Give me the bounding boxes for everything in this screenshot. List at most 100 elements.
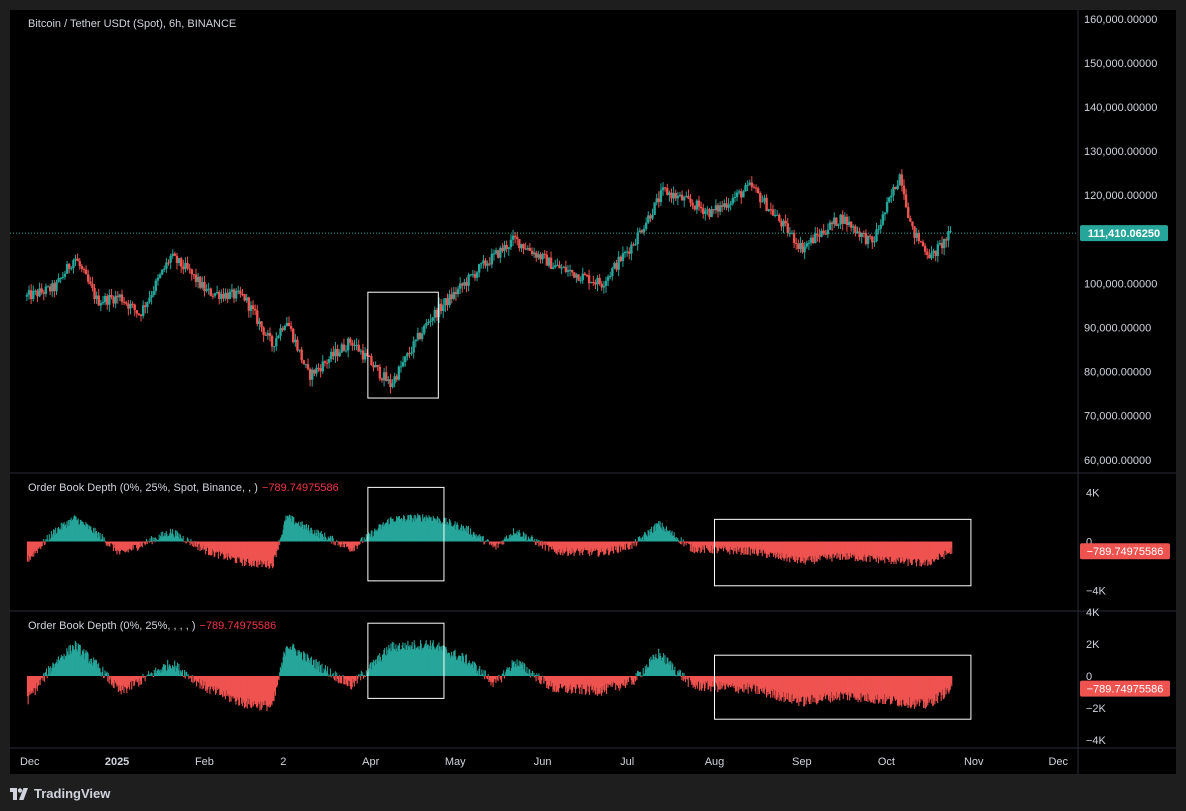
depth-2-bar (396, 648, 398, 676)
indicator-1-title[interactable]: Order Book Depth (0%, 25%, Spot, Binance… (28, 482, 339, 494)
depth-2-bar (148, 674, 150, 676)
depth-1-bar (564, 541, 566, 553)
depth-1-bar (186, 537, 188, 542)
depth-2-bar (384, 648, 386, 676)
depth-2-bar (51, 667, 53, 676)
depth-2-bar (278, 676, 280, 681)
depth-1-bar (315, 532, 317, 542)
price-candle (811, 237, 815, 244)
depth-2-bar (476, 673, 478, 676)
depth-1-bar (63, 522, 65, 542)
depth-2-bar (493, 676, 495, 682)
depth-2-bar (228, 676, 230, 695)
order-book-depth-pane-2[interactable] (26, 622, 972, 720)
price-candle (120, 294, 124, 302)
depth-2-bar (112, 676, 114, 688)
depth-1-bar (437, 517, 439, 542)
depth-2-bar (336, 672, 338, 676)
depth-2-bar (704, 676, 706, 689)
depth-2-bar (860, 676, 862, 703)
depth-2-bar (346, 676, 348, 684)
depth-2-bar (749, 676, 751, 684)
depth-2-bar (675, 675, 677, 676)
footer[interactable]: TradingView (10, 778, 110, 808)
depth-1-bar (809, 541, 811, 561)
depth-2-bar (784, 676, 786, 697)
symbol-title[interactable]: Bitcoin / Tether USDt (Spot), 6h, BINANC… (28, 18, 236, 30)
price-candle (856, 231, 859, 233)
depth-1-bar (343, 541, 345, 545)
depth-1-bar (565, 541, 567, 548)
depth-2-bar (184, 676, 186, 679)
depth-1-bar (877, 541, 879, 558)
depth-2-bar (64, 659, 66, 676)
annotation-rectangle[interactable] (367, 622, 445, 699)
annotation-rectangle[interactable] (713, 518, 972, 587)
depth-1-bar (403, 515, 405, 542)
depth-1-bar (621, 541, 623, 548)
depth-2-bar (133, 676, 135, 687)
depth-1-bar (949, 541, 951, 553)
depth-2-bar (573, 676, 575, 688)
depth-1-bar (781, 541, 783, 554)
depth-1-bar (851, 541, 853, 558)
annotation-rectangle[interactable] (713, 654, 972, 720)
price-candle (429, 320, 432, 322)
depth-1-bar (160, 532, 162, 542)
price-candle (740, 191, 743, 198)
price-pane[interactable] (10, 169, 1078, 399)
price-candle (444, 298, 447, 306)
depth-1-bar (513, 534, 515, 542)
depth-1-bar (182, 535, 184, 542)
depth-1-bar (485, 539, 487, 542)
depth-1-bar (905, 541, 907, 560)
depth-2-bar (871, 676, 873, 703)
depth-1-bar (448, 523, 450, 542)
depth-2-bar (575, 676, 577, 689)
depth-1-bar (763, 541, 765, 554)
depth-1-bar (544, 541, 546, 544)
depth-1-bar (579, 541, 581, 556)
depth-2-bar (181, 671, 183, 676)
time-axis-tick-label: Aug (705, 756, 725, 768)
chart-svg[interactable]: 160,000.00000150,000.00000140,000.000001… (10, 10, 1176, 774)
depth-2-bar (285, 647, 287, 676)
depth-1-bar (224, 541, 226, 559)
depth-1-bar (513, 528, 515, 542)
price-candle (807, 242, 811, 244)
depth-1-bar (680, 537, 682, 542)
depth-1-bar (45, 540, 48, 542)
depth-2-bar (641, 675, 643, 676)
depth-1-bar (656, 523, 658, 542)
annotation-rectangle[interactable] (367, 291, 439, 399)
depth-1-bar (100, 540, 102, 542)
depth-1-bar (384, 523, 386, 542)
depth-1-bar (359, 541, 361, 545)
annotation-rectangle[interactable] (367, 486, 445, 582)
indicator-2-title[interactable]: Order Book Depth (0%, 25%, , , , ) −789.7… (28, 620, 276, 632)
depth-2-bar (730, 676, 732, 686)
depth-2-bar (679, 672, 681, 676)
depth-1-bar (126, 541, 128, 552)
depth-1-bar (436, 520, 438, 542)
order-book-depth-pane-1[interactable] (26, 486, 972, 587)
depth-1-bar (823, 541, 825, 557)
price-candle (209, 288, 212, 296)
price-candle (448, 294, 451, 306)
depth-2-bar (136, 676, 138, 680)
price-candle (224, 292, 227, 299)
depth-1-bar (506, 538, 508, 542)
depth-1-bar (191, 541, 193, 547)
depth-1-bar (637, 537, 639, 542)
price-candle (494, 250, 498, 254)
chart-frame[interactable]: 160,000.00000 150,000.00000 140,000.00000 1… (10, 10, 1176, 774)
depth-2-bar (501, 676, 503, 683)
depth-1-bar (76, 519, 79, 542)
depth-2-bar (448, 652, 450, 676)
depth-2-bar (337, 676, 339, 683)
depth-1-bar (472, 536, 474, 542)
depth-2-bar (813, 676, 815, 698)
depth-2-axis-tick-label: −2K (1086, 703, 1107, 715)
depth-1-bar (593, 541, 595, 552)
depth-1-bar (796, 541, 798, 561)
